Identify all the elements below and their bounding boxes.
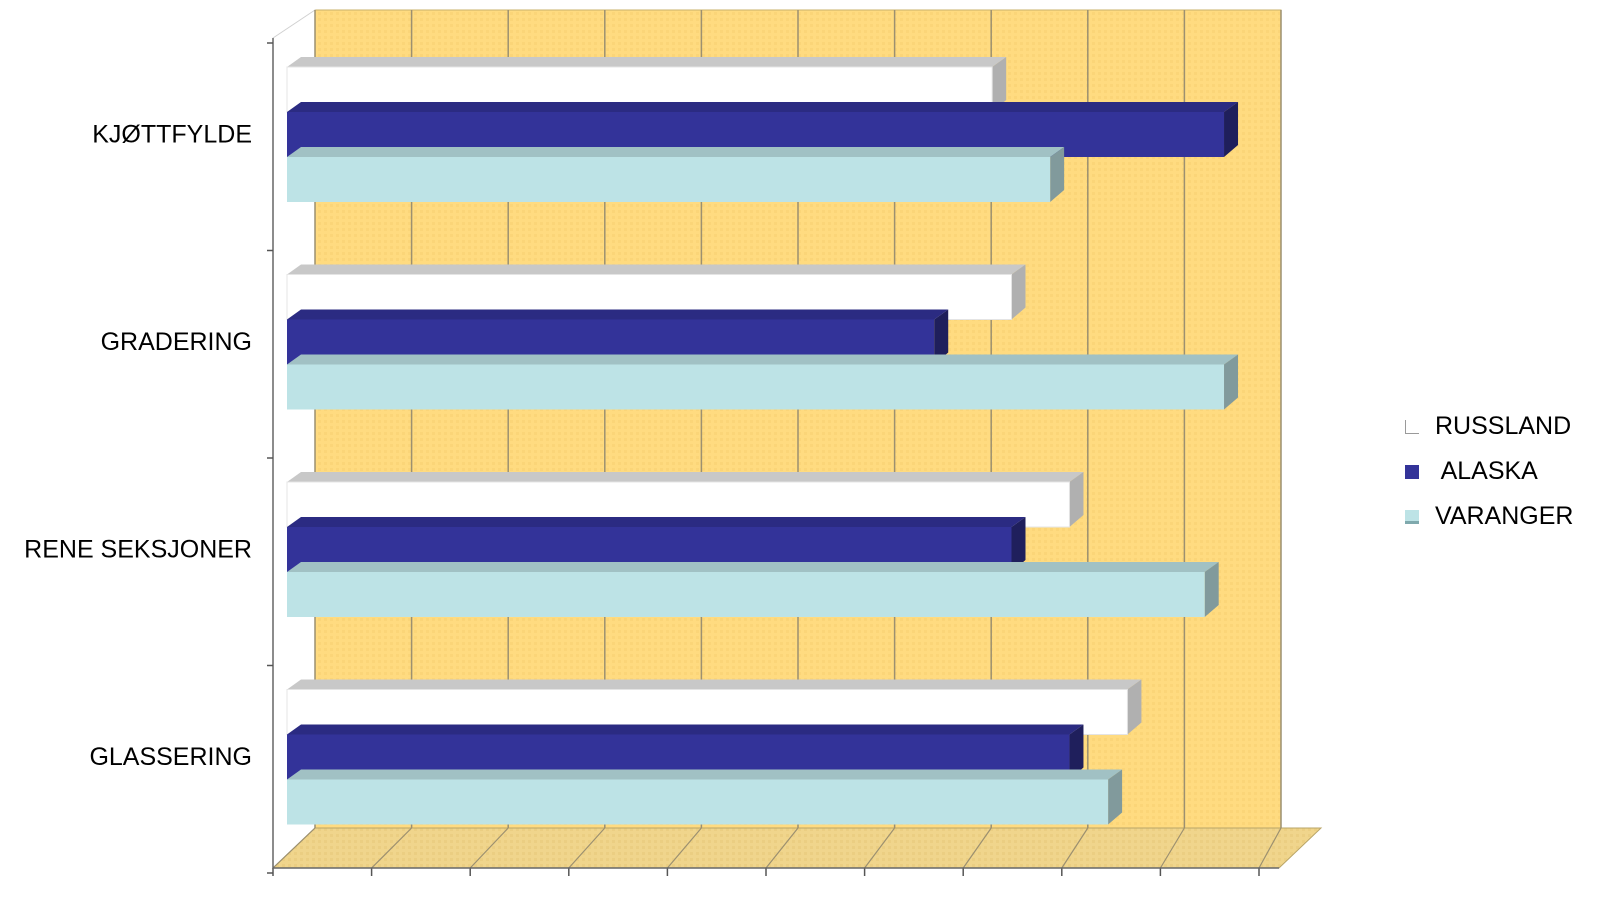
bar-side-face [1011,264,1026,320]
category-label: KJØTTFYLDE [92,121,252,149]
floor-gridline [666,827,702,869]
bar-top-face [287,309,949,320]
legend-label-russland: RUSSLAND [1435,412,1572,440]
legend-item-varanger: VARANGER [1405,494,1595,539]
category-label: GRADERING [101,328,252,356]
bars [286,57,1239,825]
floor-gridline [765,827,799,869]
legend-label-alaska: ALASKA [1435,457,1538,485]
bar-side-face [1224,102,1239,157]
axes [267,38,1279,876]
bar-top-face [287,57,1007,67]
bar [287,354,1239,410]
bar-top-face [287,562,1219,572]
bar-side-face [1011,517,1026,572]
bar-top-face [287,102,1239,112]
bar-side-face [1050,147,1065,202]
bar [287,102,1239,157]
legend: RUSSLAND ALASKA VARANGER [1405,404,1595,539]
floor-gridline [568,827,606,869]
bar-side-face [1127,679,1142,735]
legend-item-alaska: ALASKA [1405,449,1595,494]
floor-gridline [272,827,316,869]
category-label: RENE SEKSJONER [24,536,252,564]
bar-top-face [287,472,1084,482]
bar-side-face [1108,769,1123,825]
bar-side-face [1224,354,1239,410]
floor-gridline [962,827,992,869]
bar-top-face [287,724,1084,735]
legend-swatch-varanger [1405,509,1419,524]
bar-front-face [287,572,1205,617]
bar-top-face [287,264,1026,275]
floor-gridline [1061,827,1089,869]
bar-front-face [287,779,1109,825]
legend-swatch-russland [1405,419,1419,434]
floor-gridline [1159,827,1185,869]
bar [287,147,1065,202]
category-label: GLASSERING [89,743,252,771]
bar-side-face [934,309,949,365]
bar [287,562,1219,617]
bar [287,769,1123,825]
bar-top-face [287,769,1123,780]
bar-side-face [1204,562,1219,617]
floor-gridline [864,827,896,869]
bar-top-face [287,679,1142,690]
bar-top-face [287,147,1065,157]
category-labels: KJØTTFYLDE GRADERING RENE SEKSJONER GLASSER… [24,121,252,772]
floor-gridline [371,827,413,869]
bar-front-face [287,364,1225,410]
bar-side-face [1069,724,1084,780]
bar-top-face [287,517,1026,527]
bar-side-face [1069,472,1084,527]
legend-item-russland: RUSSLAND [1405,404,1595,449]
legend-swatch-alaska [1405,464,1419,479]
floor-gridline [469,827,509,869]
floor-gridline [1258,827,1282,869]
bar-front-face [287,157,1051,202]
bar-side-face [992,57,1007,112]
legend-label-varanger: VARANGER [1435,502,1574,530]
bar-top-face [287,354,1239,365]
